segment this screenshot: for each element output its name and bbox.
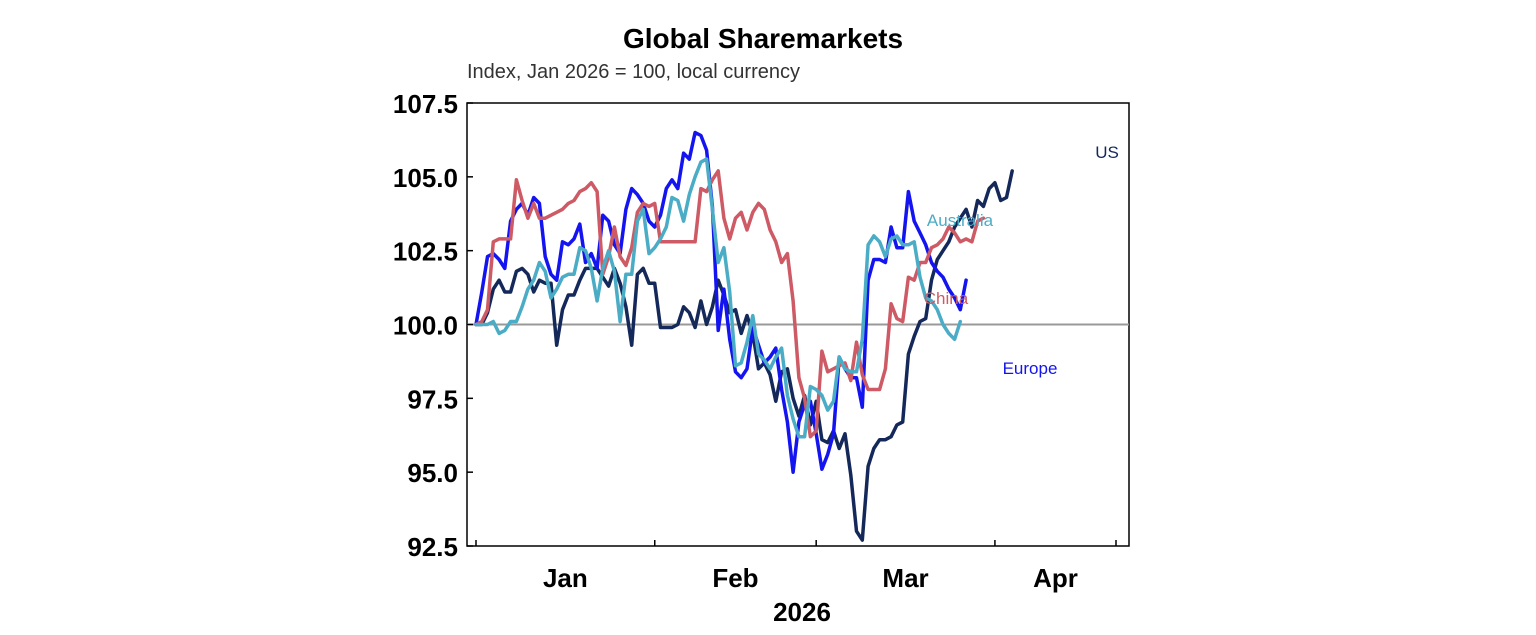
chart-title: Global Sharemarkets: [623, 23, 903, 54]
series-label-us: US: [1095, 143, 1119, 162]
x-tick-label: Mar: [882, 563, 928, 593]
series-line-australia: [474, 157, 963, 439]
series-line-china: [474, 169, 986, 439]
y-tick-label: 102.5: [393, 237, 458, 267]
x-tick-label: Feb: [712, 563, 758, 593]
series-line-europe: [474, 130, 968, 474]
y-tick-label: 100.0: [393, 311, 458, 341]
y-tick-label: 105.0: [393, 163, 458, 193]
series-label-australia: Australia: [927, 211, 994, 230]
x-axis-label: 2026: [773, 597, 831, 627]
series-labels: US Europe China Australia: [924, 143, 1119, 378]
x-tick-label: Apr: [1033, 563, 1078, 593]
x-tick-label: Jan: [543, 563, 588, 593]
y-tick-label: 97.5: [407, 384, 458, 414]
chart-subtitle: Index, Jan 2026 = 100, local currency: [467, 61, 800, 83]
series-label-china: China: [924, 289, 969, 308]
series-label-europe: Europe: [1003, 359, 1058, 378]
series-lines: [474, 130, 1014, 542]
y-tick-label: 92.5: [407, 532, 458, 562]
x-axis: Jan Feb Mar Apr: [475, 540, 1117, 593]
y-tick-label: 107.5: [393, 89, 458, 119]
series-line-us: [474, 169, 1014, 542]
y-axis: 92.5 95.0 97.5 100.0 102.5 105.0 107.5: [393, 89, 473, 562]
y-tick-label: 95.0: [407, 458, 458, 488]
